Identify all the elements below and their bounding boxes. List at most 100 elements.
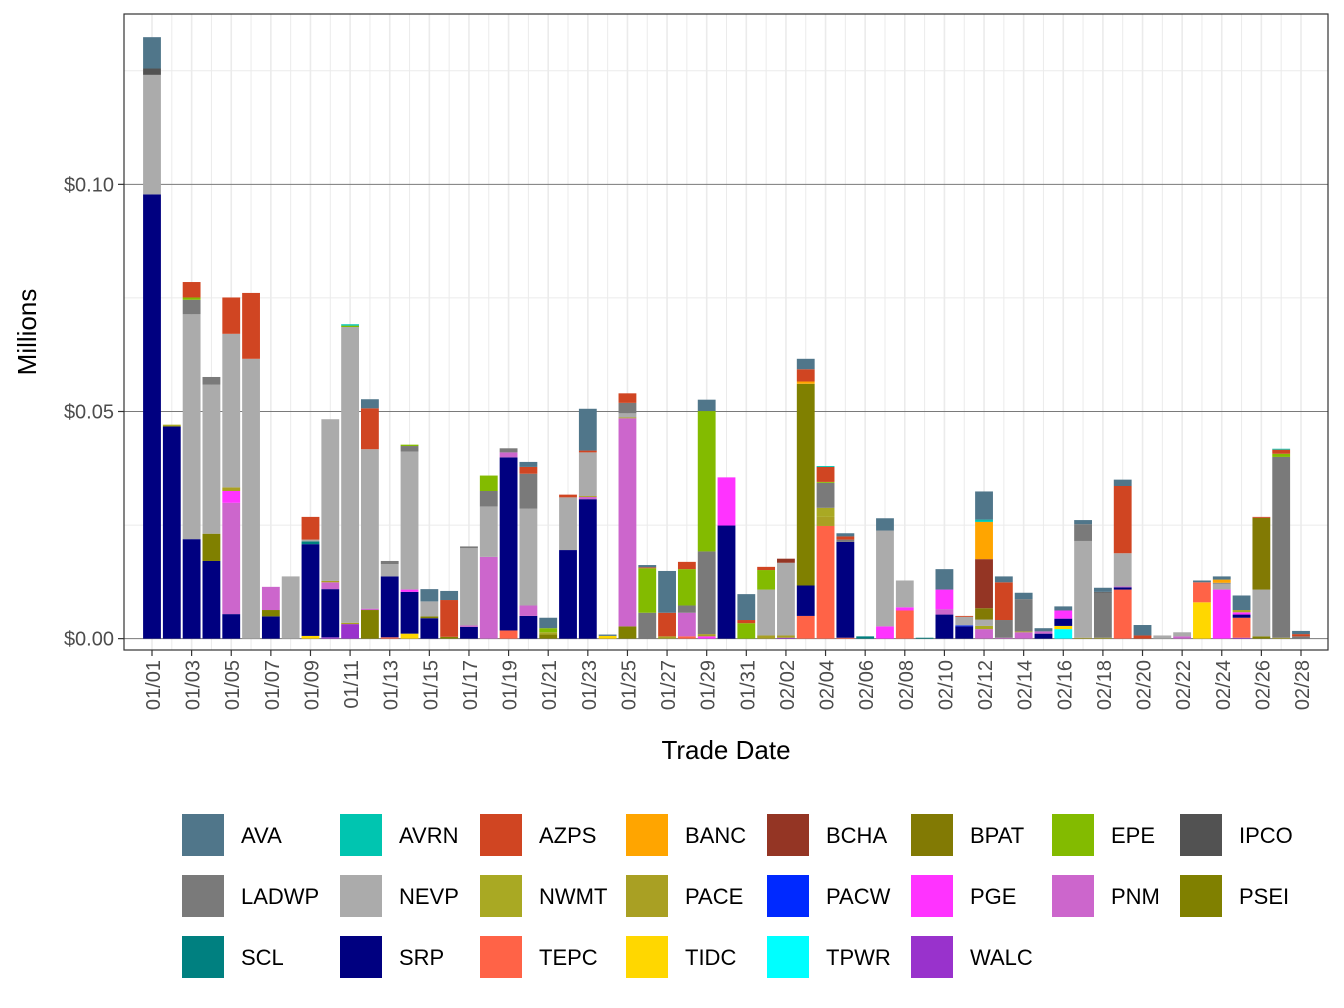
legend-key: [480, 936, 522, 978]
bar-segment-02-10-pnm: [935, 609, 954, 615]
bar-segment-02-22-nevp: [1173, 632, 1192, 637]
bar-segment-01-15-psei: [420, 616, 439, 619]
bar-segment-01-01-srp: [143, 194, 161, 639]
bar-segment-01-12-ava: [360, 399, 379, 409]
bar-segment-01-28-tepc: [677, 636, 696, 639]
bar-segment-02-01-epe: [757, 570, 776, 590]
legend-label: BCHA: [826, 823, 887, 848]
bar-segment-01-05-pge: [222, 491, 241, 503]
bar-segment-02-05-srp: [836, 541, 855, 638]
bar-segment-02-16-tidc: [1054, 625, 1073, 630]
bar-segment-01-01-ava: [143, 37, 161, 69]
bar-segment-01-07-psei: [261, 610, 280, 617]
bar-segment-02-25-srp: [1232, 614, 1251, 618]
x-tick-label: 02/28: [1292, 660, 1314, 710]
bar-segment-02-17-pace: [1074, 637, 1093, 639]
bar-segment-02-24-ava: [1212, 576, 1231, 580]
bar-segment-02-25-nwmt: [1232, 610, 1251, 613]
legend-item-pnm: PNM: [1052, 875, 1160, 917]
bar-segment-01-05-pace: [222, 487, 241, 491]
bar-segment-02-02-bcha: [777, 558, 795, 563]
bar-segment-01-26-ladwp: [638, 612, 657, 639]
bar-segment-01-14-pge: [400, 589, 419, 592]
bar-segment-02-03-psei: [796, 383, 815, 586]
x-tick-label: 01/29: [698, 660, 720, 710]
bar-segment-02-18-ladwp: [1093, 592, 1112, 638]
legend-item-nwmt: NWMT: [480, 875, 607, 917]
legend-label: TPWR: [826, 945, 891, 970]
bar-segment-01-30-srp: [717, 525, 736, 639]
bar-segment-02-19-srp: [1113, 587, 1132, 590]
bar-segment-02-06-scl: [856, 636, 875, 639]
x-tick-label: 01/01: [143, 660, 165, 710]
legend-key: [340, 936, 382, 978]
bar-segment-02-04-epe: [816, 481, 835, 483]
x-tick-label: 02/24: [1213, 660, 1235, 710]
bar-segment-02-04-tepc: [816, 525, 835, 639]
bar-segment-02-17-ladwp: [1074, 524, 1093, 541]
bar-segment-02-02-pace: [777, 635, 795, 638]
legend-key: [767, 875, 809, 917]
bar-segment-01-01-nevp: [143, 74, 161, 195]
bar-segment-01-14-epe: [400, 444, 419, 447]
bar-segment-01-27-azps: [658, 612, 676, 637]
bar-segment-02-24-nevp: [1212, 583, 1231, 590]
bar-segment-02-23-tidc: [1193, 602, 1211, 639]
legend-label: BPAT: [970, 823, 1024, 848]
bar-segment-02-11-azps: [955, 615, 974, 617]
x-tick-label: 02/08: [896, 660, 918, 710]
bar-segment-01-31-ava: [737, 594, 756, 621]
bar-segment-01-29-ladwp: [697, 551, 716, 635]
bar-segment-02-12-ava: [975, 491, 993, 520]
legend-key: [767, 814, 809, 856]
bar-segment-01-03-epe: [182, 297, 201, 300]
y-tick-label: $0.00: [64, 629, 114, 651]
bar-segment-02-26-azps: [1252, 516, 1271, 518]
legend-label: PNM: [1111, 884, 1160, 909]
x-tick-label: 01/05: [222, 660, 244, 710]
bar-segment-01-03-ladwp: [182, 299, 201, 315]
x-tick-label: 01/31: [737, 660, 759, 710]
bar-segment-02-20-ava: [1133, 625, 1152, 636]
legend-key: [480, 875, 522, 917]
bar-segment-01-01-ipco: [143, 68, 161, 75]
legend-key: [626, 875, 668, 917]
bar-segment-02-14-ladwp: [1014, 599, 1033, 632]
legend-key: [911, 814, 953, 856]
x-tick-label: 01/03: [183, 660, 205, 710]
y-axis-title: Millions: [12, 289, 42, 376]
x-tick-label: 02/26: [1252, 660, 1274, 710]
bar-segment-02-04-azps: [816, 466, 835, 482]
bar-segment-02-26-bpat: [1252, 517, 1271, 590]
bar-segment-01-25-azps: [618, 393, 637, 403]
bar-segment-01-14-srp: [400, 591, 419, 634]
y-axis: $0.00 $0.05 $0.10: [64, 174, 124, 651]
legend-key: [182, 814, 224, 856]
legend-item-tepc: TEPC: [480, 936, 598, 978]
bar-segment-02-01-nevp: [757, 589, 776, 636]
bar-segment-01-28-ladwp: [677, 605, 696, 613]
bar-segment-01-12-nevp: [360, 449, 379, 609]
legend-item-pacw: PACW: [767, 875, 891, 917]
bar-segment-01-09-srp: [301, 544, 320, 636]
bar-segment-02-03-banc: [796, 381, 815, 384]
bar-segment-01-06-nevp: [242, 358, 260, 639]
bar-segment-01-09-tidc: [301, 635, 320, 639]
bar-segment-01-17-ladwp: [460, 546, 478, 549]
bar-segment-02-03-ava: [796, 358, 815, 370]
bar-segment-02-10-ava: [935, 569, 954, 590]
bar-segment-01-18-epe: [479, 475, 498, 491]
bar-segment-01-10-pace: [321, 580, 340, 583]
bar-segment-02-20-azps: [1133, 635, 1152, 639]
x-tick-label: 02/18: [1094, 660, 1116, 710]
bar-segment-01-13-ladwp: [380, 560, 399, 565]
bar-segment-01-21-nwmt: [539, 632, 558, 635]
bar-segment-02-27-ladwp: [1272, 456, 1291, 638]
legend-key: [340, 814, 382, 856]
bar-segment-01-20-ladwp: [519, 473, 538, 509]
bar-segment-01-29-pace: [697, 634, 716, 637]
bar-segment-01-16-ava: [440, 590, 459, 601]
bars: [143, 37, 1310, 639]
bar-segment-02-19-ava: [1113, 479, 1132, 487]
bar-segment-01-23-pace: [578, 495, 597, 497]
